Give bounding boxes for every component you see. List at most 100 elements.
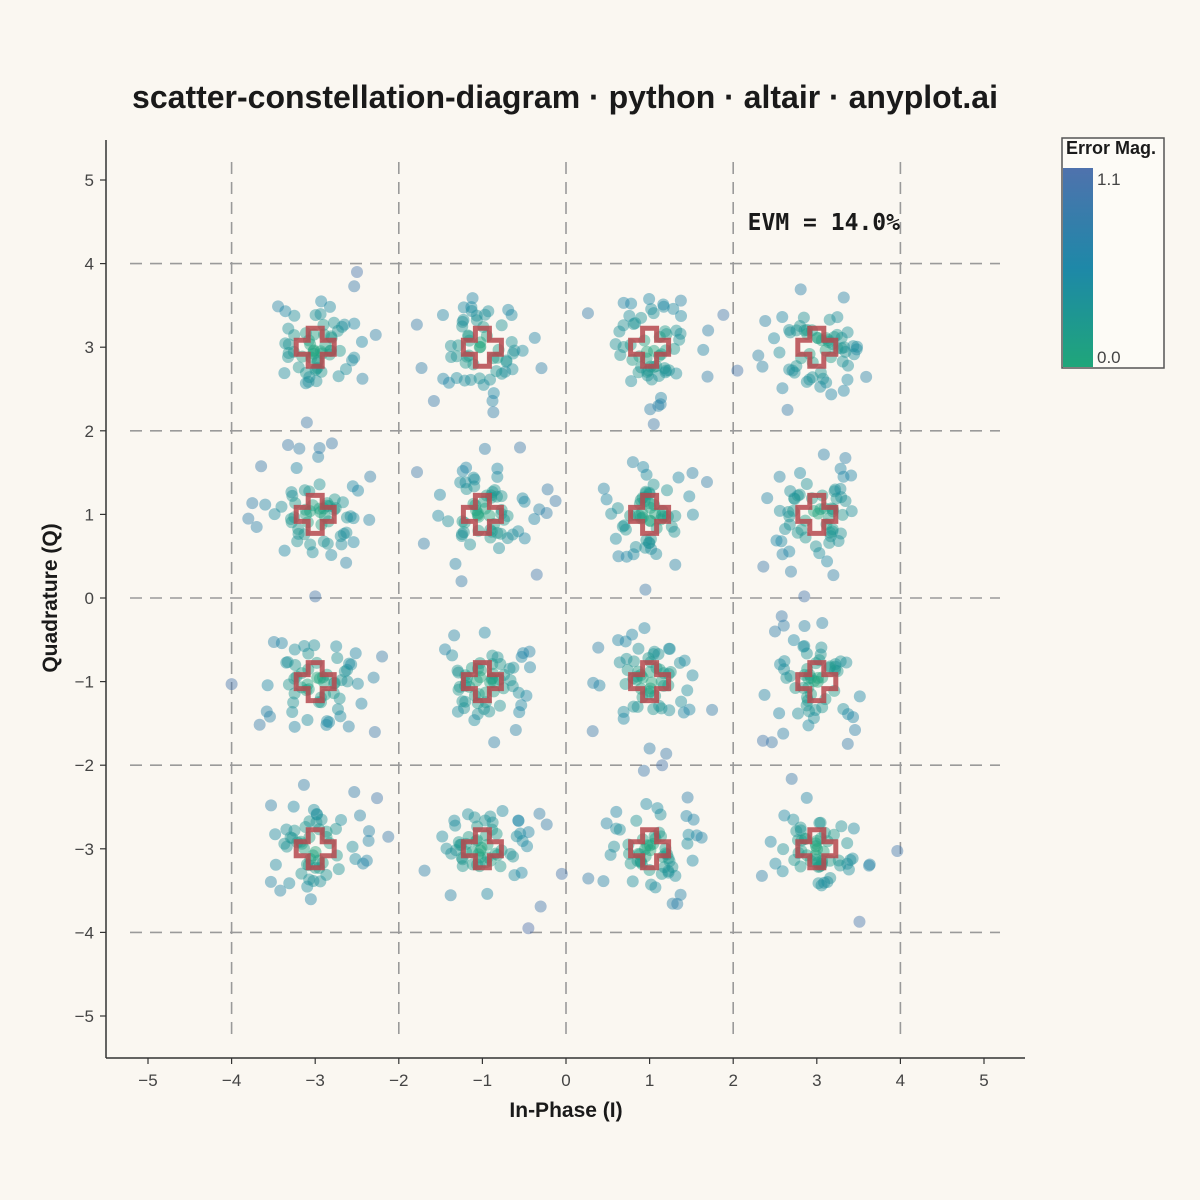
received-point [278, 367, 291, 380]
received-point [642, 687, 655, 700]
received-point [449, 557, 462, 570]
received-point [806, 371, 819, 384]
received-point [612, 550, 625, 563]
received-point [321, 715, 334, 728]
received-point [848, 348, 861, 361]
received-point [451, 664, 464, 677]
received-point [331, 652, 344, 665]
received-point [609, 338, 622, 351]
received-point [348, 785, 361, 798]
received-point [436, 830, 449, 843]
received-point [645, 542, 658, 555]
received-point [860, 370, 873, 383]
received-point [540, 507, 553, 520]
received-point [516, 834, 529, 847]
received-point [255, 460, 268, 473]
received-point [309, 309, 322, 322]
received-point [321, 537, 334, 550]
received-point [295, 867, 308, 880]
received-point [841, 837, 854, 850]
received-point [290, 462, 303, 475]
received-point [347, 512, 360, 525]
received-point [265, 799, 278, 812]
received-point [261, 679, 274, 692]
received-point [686, 467, 699, 480]
received-point [644, 515, 657, 528]
received-point [637, 460, 650, 473]
received-point [626, 628, 639, 641]
received-point [481, 887, 494, 900]
received-point [759, 314, 772, 327]
received-point [315, 813, 328, 826]
received-point [812, 507, 825, 520]
received-point [640, 468, 653, 481]
received-point [670, 367, 683, 380]
received-point [300, 508, 313, 521]
received-point [465, 301, 478, 314]
received-point [587, 676, 600, 689]
received-point [614, 349, 627, 362]
ideal-point-marker [460, 660, 504, 704]
received-point [331, 703, 344, 716]
received-point [794, 860, 807, 873]
received-point [473, 372, 486, 385]
received-point [506, 528, 519, 541]
received-point [644, 682, 657, 695]
received-point [829, 483, 842, 496]
received-point [811, 843, 824, 856]
received-point [633, 509, 646, 522]
received-point [847, 340, 860, 353]
received-point [289, 658, 302, 671]
received-point [797, 640, 810, 653]
ideal-point-marker [628, 492, 672, 536]
received-point [342, 720, 355, 733]
ideal-point-marker [460, 492, 504, 536]
received-point [623, 309, 636, 322]
received-point [644, 403, 657, 416]
received-point [328, 493, 341, 506]
received-point [484, 373, 497, 386]
received-point [675, 695, 688, 708]
received-point [784, 485, 797, 498]
received-point [644, 844, 657, 857]
y-tick-label: −1 [75, 673, 94, 692]
received-point [282, 347, 295, 360]
received-point [263, 710, 276, 723]
received-point [313, 478, 326, 491]
received-point [731, 364, 744, 377]
received-point [411, 466, 424, 479]
received-point [522, 826, 535, 839]
received-point [451, 705, 464, 718]
received-point [776, 865, 789, 878]
received-point [369, 328, 382, 341]
y-tick-label: 1 [85, 505, 94, 524]
received-point [666, 860, 679, 873]
received-point [617, 341, 630, 354]
received-point [640, 533, 653, 546]
received-point [331, 324, 344, 337]
received-point [660, 328, 673, 341]
received-point [521, 840, 534, 853]
received-point [448, 629, 461, 642]
received-point [332, 370, 345, 383]
received-point [803, 705, 816, 718]
received-point [307, 803, 320, 816]
received-point [323, 300, 336, 313]
received-point [486, 649, 499, 662]
received-point [661, 484, 674, 497]
received-point [466, 292, 479, 305]
received-point [657, 300, 670, 313]
received-point [682, 828, 695, 841]
received-point [283, 877, 296, 890]
received-point [281, 655, 294, 668]
received-point [600, 817, 613, 830]
received-point [292, 527, 305, 540]
received-point [293, 442, 306, 455]
received-point [695, 831, 708, 844]
received-point [683, 703, 696, 716]
received-point [842, 863, 855, 876]
received-point [456, 464, 469, 477]
received-point [505, 309, 518, 322]
received-point [279, 337, 292, 350]
received-point [826, 525, 839, 538]
